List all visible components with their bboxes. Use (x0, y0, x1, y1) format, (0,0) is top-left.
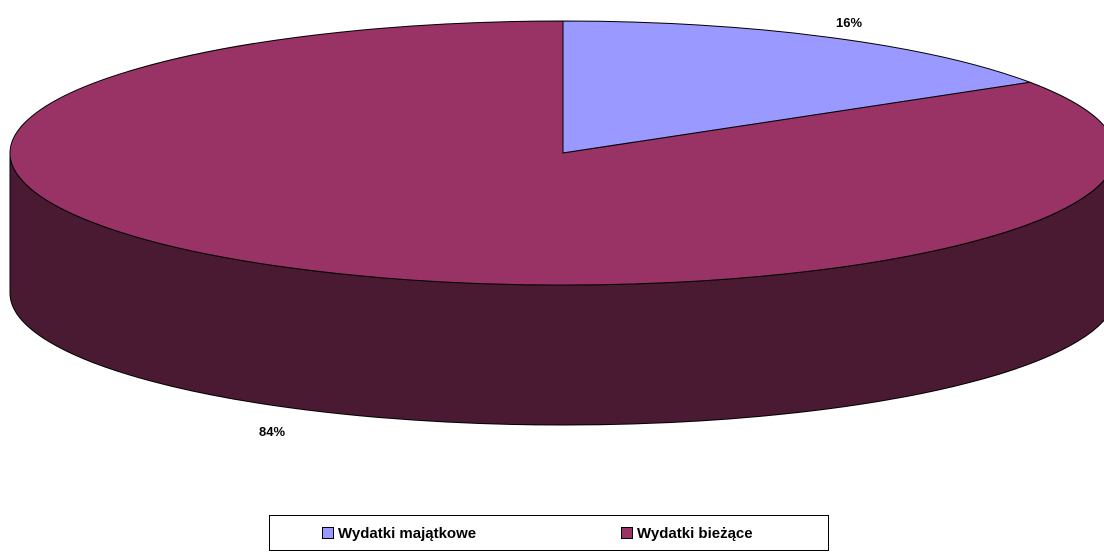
pie-slice-biezace (9, 20, 1104, 286)
legend-label-majatkowe: Wydatki majątkowe (338, 524, 477, 542)
legend: Wydatki majątkowe Wydatki bieżące (269, 515, 829, 551)
pie-tops (9, 20, 1104, 286)
legend-swatch-majatkowe (322, 527, 334, 539)
legend-entry-majatkowe: Wydatki majątkowe (322, 516, 476, 550)
legend-label-biezace: Wydatki bieżące (637, 524, 753, 542)
data-label-majatkowe: 16% (836, 15, 862, 30)
data-label-biezace: 84% (259, 424, 285, 439)
pie-slice-majatkowe (562, 20, 1032, 154)
legend-entry-biezace: Wydatki bieżące (621, 516, 753, 550)
legend-swatch-biezace (621, 527, 633, 539)
